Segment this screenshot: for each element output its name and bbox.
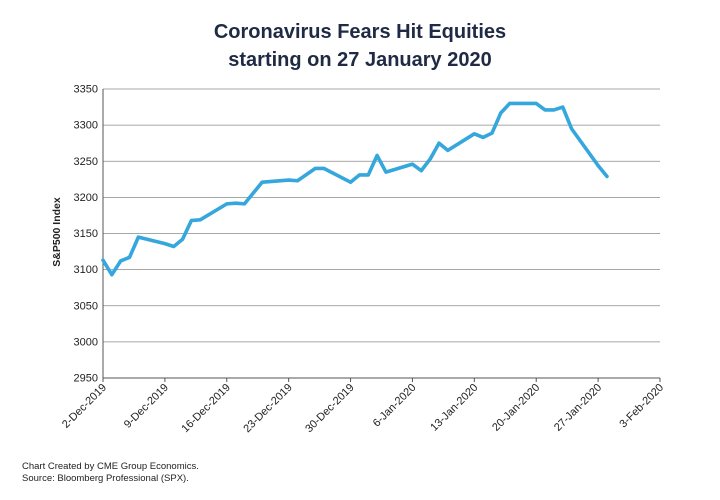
- y-tick-label: 3250: [74, 156, 98, 168]
- data-point: [127, 255, 132, 259]
- y-tick-label: 3100: [74, 264, 98, 276]
- data-point: [180, 237, 185, 241]
- x-tick-label: 20-Jan-2020: [490, 382, 542, 434]
- x-tick-label: 16-Dec-2019: [179, 382, 232, 435]
- chart-title: Coronavirus Fears Hit Equities starting …: [0, 18, 720, 74]
- data-point: [384, 170, 388, 174]
- data-point: [260, 180, 264, 184]
- y-tick-labels: 2950 3000 3050 3100 3150 3200 3250 3300 3350: [74, 84, 98, 385]
- data-point: [428, 157, 432, 161]
- data-point: [410, 162, 415, 166]
- y-tick-label: 3200: [74, 192, 98, 204]
- data-point: [561, 105, 565, 109]
- data-point: [172, 244, 176, 249]
- data-point: [295, 179, 300, 183]
- axes: [102, 89, 661, 382]
- data-point: [348, 180, 353, 184]
- y-tick-label: 2950: [74, 373, 98, 385]
- data-point: [446, 148, 450, 153]
- data-point: [136, 235, 140, 239]
- x-tick-labels: 2-Dec-2019 9-Dec-2019 16-Dec-2019 23-Dec-20…: [60, 382, 666, 435]
- y-axis-label: S&P500 Index: [51, 197, 63, 267]
- data-point: [472, 132, 476, 136]
- data-point: [437, 141, 441, 145]
- data-point: [287, 178, 291, 182]
- data-point: [189, 218, 194, 223]
- data-point: [543, 108, 547, 112]
- data-point: [552, 108, 556, 112]
- data-point: [569, 127, 574, 131]
- data-point: [605, 174, 609, 179]
- x-tick-label: 23-Dec-2019: [241, 382, 294, 435]
- data-point: [251, 191, 255, 195]
- x-tick-label: 9-Dec-2019: [122, 382, 171, 431]
- x-tick-label: 27-Jan-2020: [552, 382, 604, 434]
- data-point: [490, 131, 494, 135]
- data-point: [534, 101, 538, 106]
- data-point: [375, 153, 379, 158]
- y-tick-label: 3150: [74, 228, 98, 240]
- y-tick-label: 3000: [74, 336, 98, 348]
- data-point: [508, 101, 512, 106]
- data-point: [596, 163, 600, 168]
- data-point: [101, 258, 105, 262]
- data-point: [242, 202, 247, 206]
- y-tick-label: 3300: [74, 120, 98, 132]
- chart-title-line-1: Coronavirus Fears Hit Equities: [213, 21, 507, 43]
- x-tick-label: 3-Feb-2020: [617, 382, 666, 431]
- data-point: [163, 242, 167, 246]
- x-tick-label: 13-Jan-2020: [428, 382, 480, 434]
- data-point: [234, 201, 238, 205]
- series-layer: [101, 101, 609, 277]
- data-point: [499, 111, 503, 115]
- chart-title-line-2: starting on 27 January 2020: [228, 49, 492, 71]
- x-tick-label: 2-Dec-2019: [60, 382, 109, 431]
- data-point: [322, 166, 326, 171]
- data-point: [366, 173, 370, 177]
- data-point: [313, 166, 317, 171]
- data-point: [110, 273, 114, 277]
- data-point: [198, 218, 202, 222]
- x-tick-label: 6-Jan-2020: [371, 382, 419, 430]
- chart-footer: Chart Created by CME Group Economics. So…: [22, 461, 199, 485]
- data-point: [481, 135, 485, 140]
- data-point: [419, 169, 423, 173]
- x-tick-label: 30-Dec-2019: [303, 382, 356, 435]
- data-point: [225, 202, 229, 206]
- footer-credit: Chart Created by CME Group Economics.: [22, 461, 199, 472]
- y-tick-label: 3350: [74, 84, 98, 96]
- footer-source: Source: Bloomberg Professional (SPX).: [22, 473, 189, 484]
- data-point: [357, 173, 361, 177]
- y-tick-label: 3050: [74, 300, 98, 312]
- series-line: [101, 101, 609, 277]
- data-point: [119, 259, 123, 263]
